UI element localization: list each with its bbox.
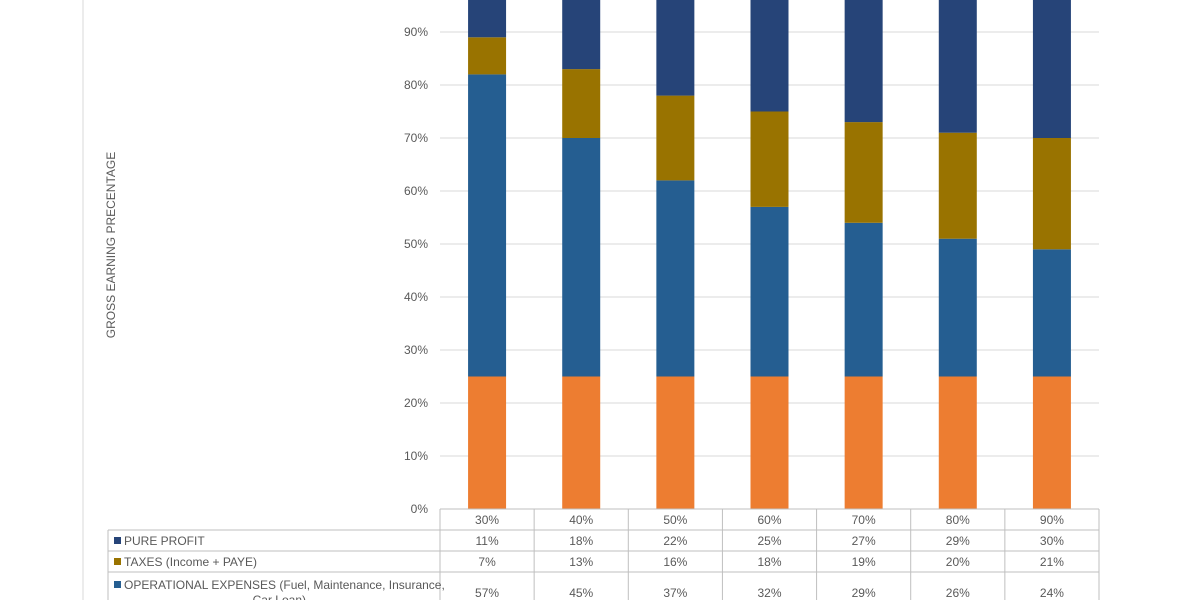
bar-segment [750, 376, 789, 509]
bar-segment [844, 222, 883, 377]
table-cell-value: 24% [1040, 586, 1064, 600]
bar-segment [844, 122, 883, 223]
table-cell-value: 11% [476, 534, 499, 548]
row-label: OPERATIONAL EXPENSES (Fuel, Maintenance,… [124, 578, 445, 592]
bar-segment [656, 0, 695, 96]
bar-segment [938, 0, 977, 133]
y-tick-label: 80% [404, 78, 428, 92]
bar-segment [750, 0, 789, 112]
y-tick-label: 10% [404, 449, 428, 463]
bar-segment [562, 0, 601, 70]
bar-segment [1032, 376, 1071, 509]
table-cell-value: 13% [569, 555, 593, 569]
category-label: 90% [1040, 513, 1064, 527]
bar-segment [1032, 0, 1071, 138]
table-cell-value: 16% [663, 555, 687, 569]
category-label: 60% [757, 513, 781, 527]
legend-key [114, 537, 121, 544]
table-cell-value: 19% [852, 555, 876, 569]
bar-segment [656, 180, 695, 377]
bar-segment [844, 0, 883, 123]
category-label: 70% [852, 513, 876, 527]
bar-segment [562, 69, 601, 138]
y-tick-label: 70% [404, 131, 428, 145]
y-tick-label: 50% [404, 237, 428, 251]
row-label: Car Loan) [253, 593, 306, 600]
table-cell-value: 29% [852, 586, 876, 600]
bar-segment [938, 376, 977, 509]
legend-key [114, 558, 121, 565]
bar-segment [656, 95, 695, 181]
table-cell-value: 45% [569, 586, 593, 600]
table-cell-value: 7% [478, 555, 496, 569]
bar-segment [938, 238, 977, 377]
table-cell-value: 25% [757, 534, 781, 548]
bar-segment [562, 138, 601, 377]
table-cell-value: 30% [1040, 534, 1064, 548]
table-cell-value: 18% [757, 555, 781, 569]
category-label: 40% [569, 513, 593, 527]
bar-segment [1032, 249, 1071, 377]
row-label: PURE PROFIT [124, 534, 205, 548]
bar-segment [468, 0, 507, 38]
table-cell-value: 18% [569, 534, 593, 548]
y-tick-label: 30% [404, 343, 428, 357]
bar-segment [844, 376, 883, 509]
table-cell-value: 29% [946, 534, 970, 548]
y-tick-label: 0% [411, 502, 429, 516]
y-axis-title: GROSS EARNING PRECENTAGE [104, 152, 118, 338]
table-cell-value: 57% [475, 586, 499, 600]
bar-segment [750, 206, 789, 377]
table-cell-value: 21% [1040, 555, 1064, 569]
table-cell-value: 22% [663, 534, 687, 548]
bar-segment [562, 376, 601, 509]
bar-segment [468, 74, 507, 377]
category-label: 30% [475, 513, 499, 527]
table-cell-value: 20% [946, 555, 970, 569]
bar-segment [656, 376, 695, 509]
table-cell-value: 26% [946, 586, 970, 600]
bar-segment [938, 132, 977, 239]
y-tick-label: 90% [404, 25, 428, 39]
bar-segment [468, 376, 507, 509]
y-tick-label: 20% [404, 396, 428, 410]
table-cell-value: 27% [852, 534, 876, 548]
category-label: 80% [946, 513, 970, 527]
row-label: TAXES (Income + PAYE) [124, 555, 257, 569]
bar-segment [468, 37, 507, 75]
y-tick-label: 60% [404, 184, 428, 198]
table-cell-value: 37% [663, 586, 687, 600]
y-tick-label: 40% [404, 290, 428, 304]
legend-key [114, 581, 121, 588]
bar-segment [1032, 138, 1071, 250]
table-cell-value: 32% [757, 586, 781, 600]
bar-segment [750, 111, 789, 207]
category-label: 50% [663, 513, 687, 527]
